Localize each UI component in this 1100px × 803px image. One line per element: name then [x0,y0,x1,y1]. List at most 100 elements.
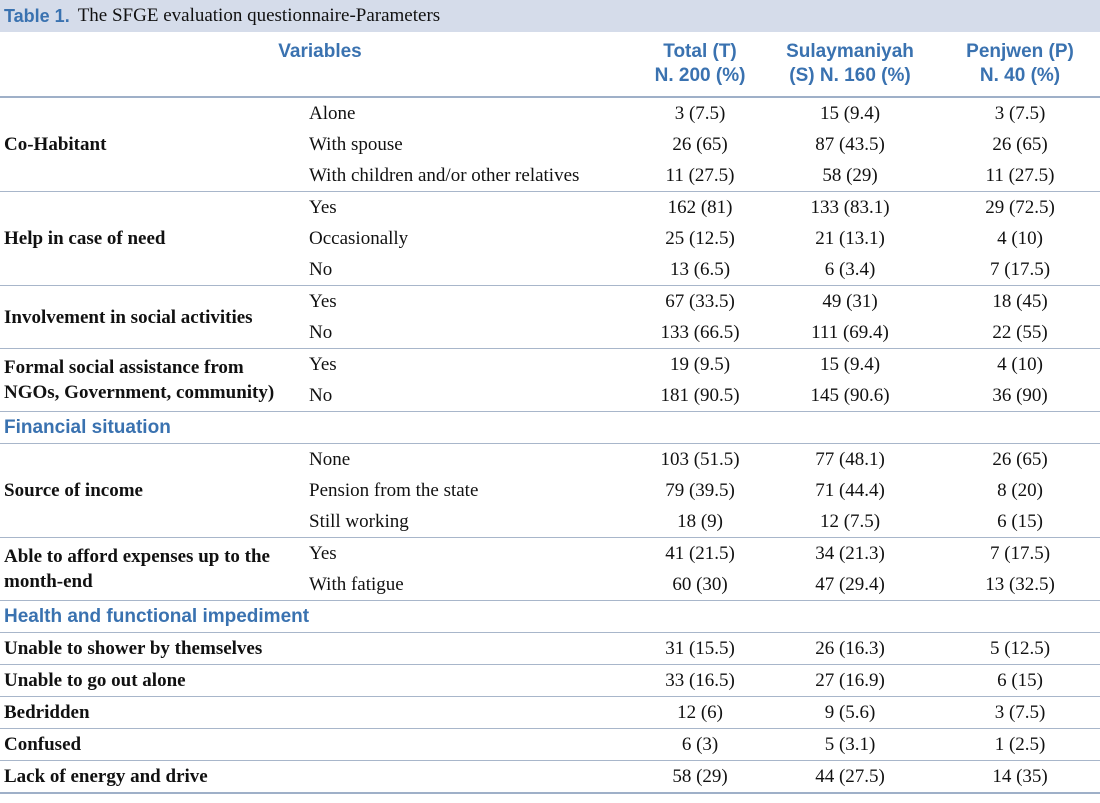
value-cell: 11 (27.5) [940,160,1100,192]
value-cell: 3 (7.5) [940,696,1100,729]
group-label: Involvement in social activities [4,306,253,328]
sub-cell: Still working [305,506,640,538]
value: 6 (3.4) [824,258,876,280]
value: 26 (16.3) [815,637,885,659]
group-cell: Able to afford expenses up to the month-… [0,537,305,601]
header-variables: Variables [278,41,362,62]
value: 33 (16.5) [665,669,735,691]
value-cell: 22 (55) [940,317,1100,349]
table-row: Formal social assistance from NGOs, Gove… [0,348,1100,412]
value: 26 (65) [672,133,728,155]
sub-label: Yes [309,353,337,375]
value: 133 (83.1) [810,196,890,218]
value-cell: 4 (10) [940,348,1100,380]
header-text: Penjwen (P) [966,41,1074,62]
value: 29 (72.5) [985,196,1055,218]
value-cell: 77 (48.1) [760,443,941,475]
value-cell: 13 (6.5) [640,254,760,286]
sub-label: No [309,321,333,343]
value-cell: 79 (39.5) [640,475,760,506]
value: 6 (3) [681,733,719,755]
table-row: Bedridden 12 (6) 9 (5.6) 3 (7.5) [0,696,1100,729]
sub-label: With fatigue [309,573,404,595]
value-cell: 34 (21.3) [760,537,941,569]
value-cell: 12 (6) [640,696,761,729]
value: 5 (3.1) [824,733,876,755]
sub-cell: No [305,254,640,286]
sub-cell: No [305,380,640,412]
table-row: With children and/or other relatives 11 (… [0,160,1100,192]
value: 4 (10) [997,353,1043,375]
value-cell: 67 (33.5) [640,285,761,317]
sub-label: Yes [309,542,337,564]
value-cell: 49 (31) [760,285,941,317]
value-cell: 18 (9) [640,506,760,538]
value: 13 (32.5) [985,573,1055,595]
value-cell: 7 (17.5) [940,537,1100,569]
value: 145 (90.6) [810,384,890,406]
value-cell: 18 (45) [940,285,1100,317]
header-cell: Total (T) N. 200 (%) [640,32,761,98]
table-row: Pension from the state 79 (39.5) 71 (44.4)… [0,475,1100,506]
value: 67 (33.5) [665,290,735,312]
value-cell: 145 (90.6) [760,380,940,412]
caption: Table 1. The SFGE evaluation questionnai… [0,0,1100,32]
value-cell: 5 (12.5) [940,632,1100,665]
group-cell: Source of income [0,443,305,538]
value: 1 (2.5) [994,733,1046,755]
value: 103 (51.5) [660,448,740,470]
row-label: Unable to go out alone [4,670,186,691]
table-row: Unable to go out alone 33 (16.5) 27 (16.9)… [0,664,1100,697]
section-row: Health and functional impediment [0,600,1100,633]
value: 49 (31) [822,290,878,312]
value-cell: 6 (15) [940,506,1100,538]
value-cell: 15 (9.4) [760,96,941,129]
header-text: Sulaymaniyah [786,41,914,62]
value: 87 (43.5) [815,133,885,155]
group-cell: Involvement in social activities [0,285,305,349]
value: 60 (30) [672,573,728,595]
value: 27 (16.9) [815,669,885,691]
value-cell: 1 (2.5) [940,728,1100,761]
value-cell: 36 (90) [940,380,1100,412]
group-cell: Co-Habitant [0,96,305,192]
sub-cell: With children and/or other relatives [305,160,640,192]
header-text: N. 200 (%) [654,65,746,86]
table-row: Lack of energy and drive 58 (29) 44 (27.5)… [0,760,1100,794]
value: 3 (7.5) [994,701,1046,723]
value: 18 (9) [677,510,723,532]
group-cell: Help in case of need [0,191,305,286]
value: 5 (12.5) [989,637,1051,659]
value-cell: 133 (83.1) [760,191,941,223]
table-row: With spouse 26 (65) 87 (43.5) 26 (65) [0,129,1100,160]
value-cell: 3 (7.5) [640,96,761,129]
value: 71 (44.4) [815,479,885,501]
sub-label: No [309,384,333,406]
row-label: Lack of energy and drive [4,766,208,787]
section-row: Financial situation [0,411,1100,444]
value-cell: 31 (15.5) [640,632,761,665]
table-row: Still working 18 (9) 12 (7.5) 6 (15) [0,506,1100,538]
value: 11 (27.5) [985,164,1055,186]
value-cell: 60 (30) [640,569,760,601]
value: 36 (90) [992,384,1048,406]
value-cell: 87 (43.5) [760,129,940,160]
value-cell: 3 (7.5) [940,96,1100,129]
header-cell: Penjwen (P) N. 40 (%) [940,32,1100,98]
value-cell: 103 (51.5) [640,443,761,475]
group-label: Help in case of need [4,228,166,249]
value: 25 (12.5) [665,227,735,249]
value-cell: 26 (65) [940,129,1100,160]
value: 15 (9.4) [819,102,881,124]
value: 19 (9.5) [669,353,731,375]
value: 111 (69.4) [811,321,889,343]
table-row: Able to afford expenses up to the month-… [0,537,1100,601]
row-label: Confused [4,734,82,755]
value: 14 (35) [992,765,1048,787]
value: 47 (29.4) [815,573,885,595]
value: 181 (90.5) [660,384,740,406]
group-label: Source of income [4,480,143,501]
value-cell: 181 (90.5) [640,380,760,412]
value: 58 (29) [822,164,878,186]
